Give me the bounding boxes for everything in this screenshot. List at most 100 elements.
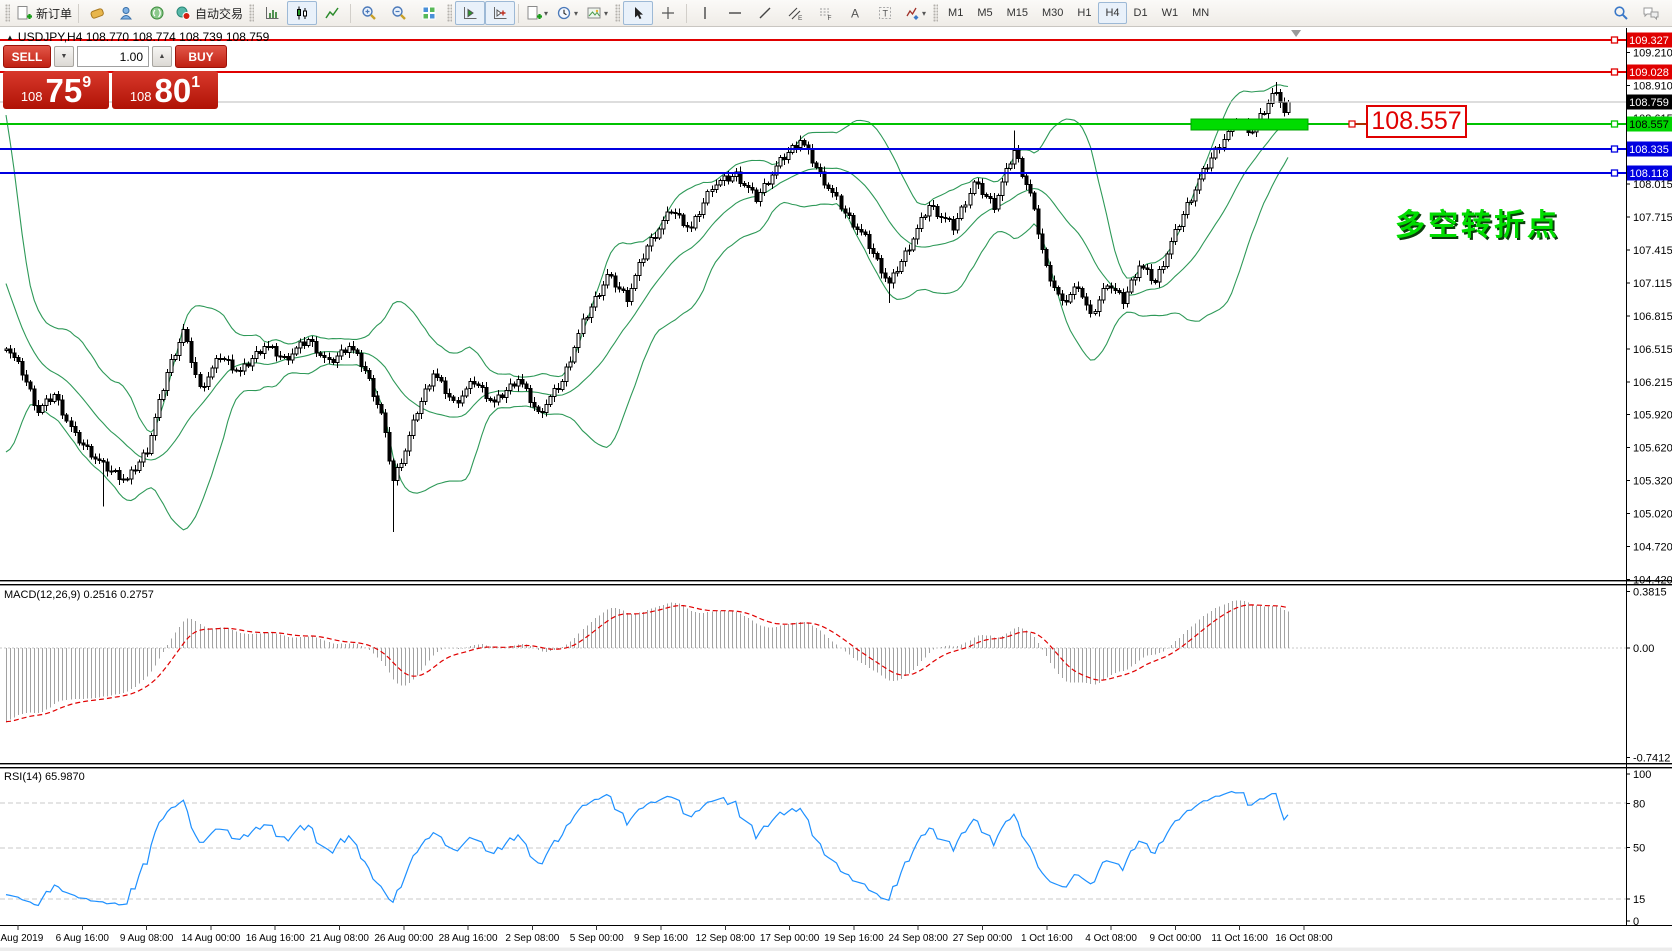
volume-down-button[interactable]: ▼	[54, 46, 74, 67]
toolbar-grip[interactable]	[5, 4, 10, 22]
tf-m30-button[interactable]: M30	[1042, 7, 1064, 19]
buy-button[interactable]: BUY	[175, 45, 227, 68]
chart-annotation-text[interactable]: 多空转折点	[1395, 209, 1560, 242]
toolbar-grip[interactable]	[933, 4, 939, 22]
tf-h4-button[interactable]: H4	[1098, 2, 1127, 24]
svg-text:11 Oct 16:00: 11 Oct 16:00	[1211, 933, 1268, 944]
one-click-toggle-icon[interactable]: ▲	[6, 32, 14, 42]
bid-point: 9	[82, 74, 92, 91]
sell-button[interactable]: SELL	[3, 45, 51, 68]
volume-up-button[interactable]: ▲	[152, 46, 172, 67]
volume-input[interactable]	[77, 46, 149, 67]
svg-text:T: T	[883, 9, 889, 19]
tf-d1-button[interactable]: D1	[1133, 7, 1148, 19]
arrows-button[interactable]: ▾	[900, 1, 930, 25]
svg-text:108.118: 108.118	[1630, 168, 1669, 180]
indicators-button[interactable]: ▾	[522, 1, 552, 25]
svg-text:28 Aug 16:00: 28 Aug 16:00	[439, 933, 498, 944]
chat-icon	[1643, 7, 1659, 21]
svg-text:80: 80	[1633, 798, 1645, 810]
indicators-icon	[527, 6, 543, 20]
market-button[interactable]	[82, 1, 112, 25]
signals-button[interactable]	[142, 1, 172, 25]
cursor-button[interactable]	[623, 1, 654, 25]
zoom-out-icon	[392, 6, 406, 20]
svg-text:107.115: 107.115	[1633, 278, 1672, 290]
toolbar-grip[interactable]	[615, 4, 621, 22]
toolbar-separator	[350, 3, 352, 23]
svg-text:16 Oct 08:00: 16 Oct 08:00	[1275, 933, 1333, 944]
ask-prefix: 108	[129, 89, 152, 104]
horizontal-line-button[interactable]	[720, 1, 750, 25]
tf-m15-button[interactable]: M15	[1006, 7, 1028, 19]
svg-text:104.720: 104.720	[1633, 541, 1672, 553]
toolbar-separator	[686, 3, 688, 23]
equidistant-channel-button[interactable]: E	[780, 1, 810, 25]
svg-text:E: E	[798, 15, 803, 21]
search-button[interactable]	[1606, 1, 1636, 25]
svg-text:24 Sep 08:00: 24 Sep 08:00	[888, 933, 948, 944]
tile-windows-button[interactable]	[414, 1, 444, 25]
buy-price-tile[interactable]: 108 80 1	[112, 71, 218, 109]
svg-text:108.557: 108.557	[1629, 119, 1669, 131]
templates-icon	[587, 7, 601, 19]
tf-w1-button[interactable]: W1	[1161, 7, 1179, 19]
time-axis[interactable]	[0, 925, 1672, 948]
market-icon	[90, 8, 104, 19]
chart-plot-area[interactable]	[0, 28, 1626, 925]
svg-text:109.327: 109.327	[1629, 35, 1669, 47]
svg-text:6 Aug 16:00: 6 Aug 16:00	[56, 933, 110, 944]
zoom-out-button[interactable]	[384, 1, 414, 25]
bar-chart-icon	[266, 7, 279, 19]
svg-text:-0.7412: -0.7412	[1633, 753, 1670, 765]
candlestick-chart-button[interactable]	[287, 1, 318, 25]
bar-chart-button[interactable]	[257, 1, 287, 25]
tf-m1-button[interactable]: M1	[948, 7, 964, 19]
toolbar-grip[interactable]	[447, 4, 453, 22]
dropdown-caret-icon: ▾	[574, 8, 579, 18]
svg-text:108.015: 108.015	[1633, 179, 1672, 191]
zoom-in-icon	[362, 6, 376, 20]
periods-button[interactable]: ▾	[552, 1, 582, 25]
new-order-button[interactable]: 新订单	[13, 1, 75, 25]
templates-button[interactable]: ▾	[582, 1, 612, 25]
periods-icon	[557, 6, 571, 20]
svg-text:105.320: 105.320	[1633, 475, 1672, 487]
toolbar-grip[interactable]	[249, 4, 255, 22]
text-button[interactable]: A	[840, 1, 870, 25]
vertical-line-button[interactable]	[690, 1, 720, 25]
svg-text:0.3815: 0.3815	[1633, 587, 1667, 599]
svg-text:106.815: 106.815	[1633, 311, 1672, 323]
tf-h1-button[interactable]: H1	[1077, 7, 1092, 19]
auto-scroll-button[interactable]	[455, 1, 486, 25]
rsi-indicator-label: RSI(14) 65.9870	[4, 771, 85, 783]
svg-text:106.215: 106.215	[1633, 377, 1672, 389]
trendline-button[interactable]	[750, 1, 780, 25]
svg-text:12 Sep 08:00: 12 Sep 08:00	[696, 933, 756, 944]
price-axis[interactable]	[1626, 28, 1672, 925]
equidistant-channel-icon: E	[788, 7, 803, 21]
community-button[interactable]	[112, 1, 142, 25]
crosshair-button[interactable]	[653, 1, 683, 25]
text-label-button[interactable]: T	[870, 1, 900, 25]
autotrading-icon	[176, 6, 191, 20]
toolbar-separator	[518, 3, 520, 23]
tf-m5-button[interactable]: M5	[977, 7, 993, 19]
line-chart-icon	[325, 7, 339, 19]
svg-text:0: 0	[1633, 916, 1639, 928]
tf-mn-button[interactable]: MN	[1192, 7, 1210, 19]
fibonacci-button[interactable]: F	[810, 1, 840, 25]
svg-text:16 Aug 16:00: 16 Aug 16:00	[246, 933, 305, 944]
line-chart-button[interactable]	[317, 1, 347, 25]
autotrading-button[interactable]: 自动交易	[172, 1, 246, 25]
svg-text:108.910: 108.910	[1633, 80, 1672, 92]
svg-text:108.759: 108.759	[1629, 97, 1669, 109]
text-icon: A	[851, 7, 859, 21]
price-label-box[interactable]: 108.557	[1366, 105, 1467, 138]
sell-price-tile[interactable]: 108 75 9	[3, 71, 109, 109]
chat-button[interactable]	[1636, 1, 1666, 25]
zoom-in-button[interactable]	[354, 1, 384, 25]
chart-shift-button[interactable]	[485, 1, 516, 25]
